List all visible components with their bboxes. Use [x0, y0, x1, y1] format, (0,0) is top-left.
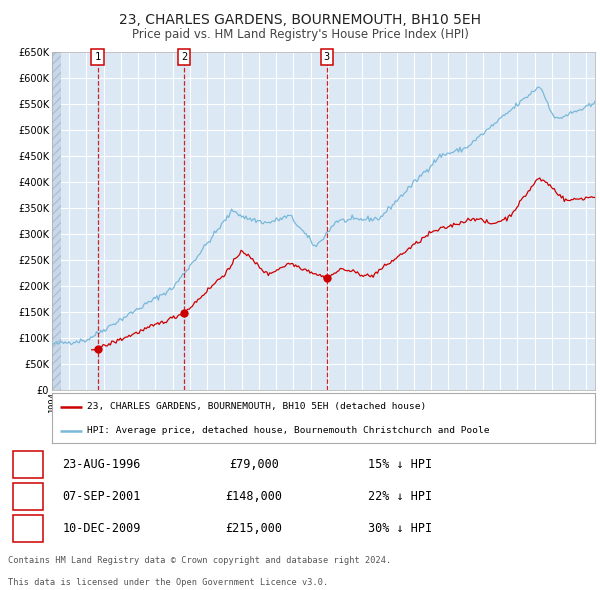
Text: £79,000: £79,000 — [229, 458, 278, 471]
Text: 2: 2 — [181, 52, 188, 62]
Text: 23, CHARLES GARDENS, BOURNEMOUTH, BH10 5EH: 23, CHARLES GARDENS, BOURNEMOUTH, BH10 5… — [119, 13, 481, 27]
Bar — [52, 52, 61, 390]
Text: Contains HM Land Registry data © Crown copyright and database right 2024.: Contains HM Land Registry data © Crown c… — [8, 556, 391, 565]
Text: 3: 3 — [323, 52, 330, 62]
Text: 30% ↓ HPI: 30% ↓ HPI — [368, 522, 432, 535]
Text: 1: 1 — [94, 52, 101, 62]
Text: 2: 2 — [25, 490, 31, 503]
FancyBboxPatch shape — [13, 515, 43, 542]
Text: 07-SEP-2001: 07-SEP-2001 — [62, 490, 141, 503]
Text: 23-AUG-1996: 23-AUG-1996 — [62, 458, 141, 471]
Text: 1: 1 — [25, 458, 31, 471]
Text: Price paid vs. HM Land Registry's House Price Index (HPI): Price paid vs. HM Land Registry's House … — [131, 28, 469, 41]
Text: 23, CHARLES GARDENS, BOURNEMOUTH, BH10 5EH (detached house): 23, CHARLES GARDENS, BOURNEMOUTH, BH10 5… — [87, 402, 427, 411]
Text: 15% ↓ HPI: 15% ↓ HPI — [368, 458, 432, 471]
Text: 22% ↓ HPI: 22% ↓ HPI — [368, 490, 432, 503]
Text: 3: 3 — [25, 522, 31, 535]
FancyBboxPatch shape — [13, 451, 43, 478]
Text: This data is licensed under the Open Government Licence v3.0.: This data is licensed under the Open Gov… — [8, 578, 328, 587]
Text: £215,000: £215,000 — [225, 522, 282, 535]
Text: 10-DEC-2009: 10-DEC-2009 — [62, 522, 141, 535]
Text: £148,000: £148,000 — [225, 490, 282, 503]
Text: HPI: Average price, detached house, Bournemouth Christchurch and Poole: HPI: Average price, detached house, Bour… — [87, 426, 490, 435]
FancyBboxPatch shape — [13, 483, 43, 510]
